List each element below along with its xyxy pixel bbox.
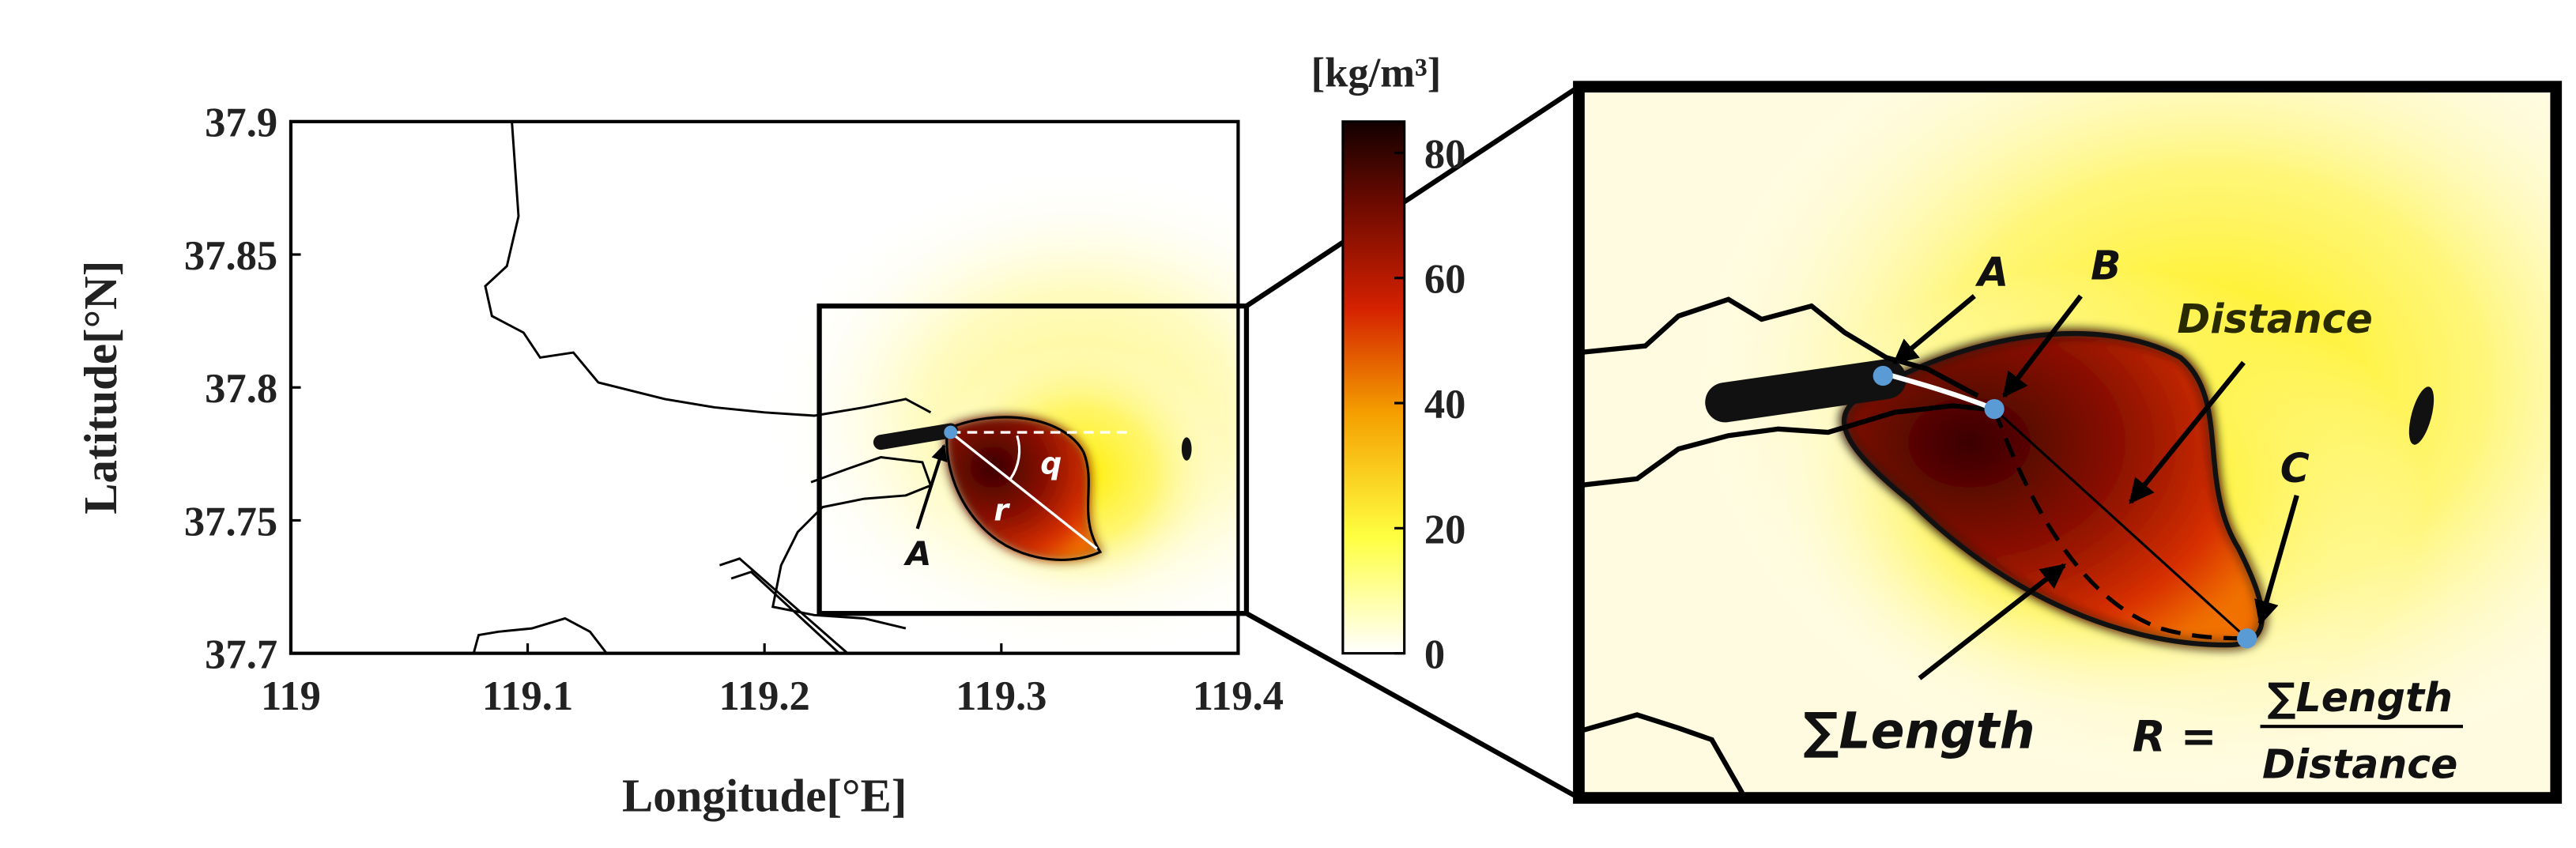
coastline: [718, 557, 849, 654]
arrow: [915, 443, 948, 530]
jetty: [873, 423, 959, 450]
arrow: [2002, 294, 2083, 398]
point-b: [1984, 398, 2005, 420]
point-a: [944, 425, 958, 439]
y-axis-label: Latitude[°N]: [75, 261, 126, 514]
point-a: [1873, 365, 1893, 386]
colorbar-tick-label: 20: [1424, 507, 1466, 552]
y-tick-label: 37.9: [205, 100, 277, 146]
x-tick-label: 119.4: [1193, 673, 1284, 719]
x-tick-label: 119: [261, 673, 321, 719]
map-field: [472, 121, 1239, 654]
coastline: [472, 616, 608, 654]
jetty: [1705, 359, 1907, 423]
coastline: [1578, 403, 1986, 488]
y-tick-label: 37.85: [184, 233, 277, 279]
x-tick-label: 119.2: [719, 673, 810, 719]
coastline: [771, 456, 933, 630]
point-c: [2237, 628, 2257, 649]
colorbar: [kg/m³] 0 20 40 60 80: [1311, 51, 1466, 678]
annotation: C: [2280, 445, 2310, 492]
island: [1181, 437, 1192, 461]
river-path: [1885, 371, 1996, 412]
annotation: B: [2091, 243, 2121, 289]
annotation: q: [1040, 447, 1062, 481]
island: [2408, 386, 2435, 445]
formula-numerator: ∑Length: [2267, 674, 2453, 721]
r-line: [949, 431, 1098, 550]
arrow: [1918, 563, 2066, 680]
annotation: A: [903, 534, 932, 573]
distance-line: [1993, 408, 2248, 639]
plume-outline: [945, 416, 1103, 561]
x-tick-label: 119.1: [482, 673, 573, 719]
coastline: [484, 121, 932, 417]
x-axis-label: Longitude[°E]: [622, 770, 907, 821]
coastline: [1578, 712, 1748, 798]
angle-arc: [1009, 435, 1021, 480]
zoom-connector: [1245, 85, 1581, 308]
arrow: [2129, 360, 2246, 504]
zoom-box: [817, 303, 1250, 616]
formula-denominator: Distance: [2262, 741, 2457, 787]
colorbar-tick-label: 40: [1424, 382, 1466, 428]
colorbar-tick-label: 0: [1424, 632, 1445, 678]
arrow: [1892, 294, 1976, 365]
arrow: [2254, 495, 2299, 626]
annotation: ∑Length: [1803, 702, 2035, 760]
inset-frame: [1573, 81, 2563, 804]
formula-lhs: R =: [2133, 711, 2217, 762]
colorbar-scale: [1341, 120, 1406, 655]
colorbar-tick-label: 60: [1424, 257, 1466, 303]
y-tick-label: 37.75: [184, 499, 277, 545]
x-tick-label: 119.3: [956, 673, 1047, 719]
annotation: A: [1974, 249, 2008, 296]
colorbar-label: [kg/m³]: [1311, 51, 1442, 96]
y-tick-label: 37.8: [205, 366, 277, 412]
zoom-connector: [1245, 611, 1580, 801]
y-tick-label: 37.7: [205, 632, 277, 678]
colorbar-tick-label: 80: [1424, 131, 1466, 177]
zoom-inset: A B C Distance ∑Length R = ∑Length Dista…: [1573, 81, 2563, 804]
annotation: r: [994, 492, 1010, 527]
inset-field: [1578, 86, 2556, 798]
annotation: Distance: [2177, 296, 2372, 342]
length-path: [1992, 408, 2247, 641]
map-axes: A q r Longitude[°E] Latitude[°N] 119 119.…: [75, 85, 1581, 821]
